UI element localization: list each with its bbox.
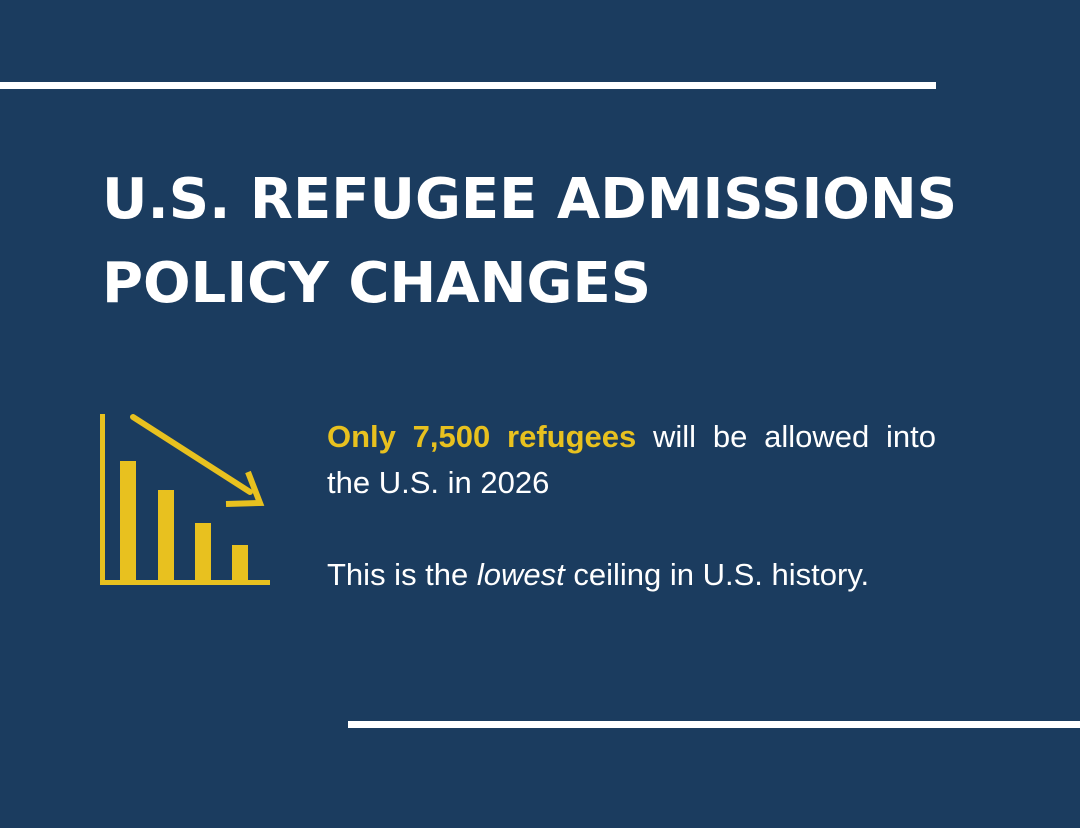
chart-bar-3	[195, 523, 211, 580]
chart-axis-x	[100, 580, 270, 585]
title-line-1: U.S. REFUGEE ADMISSIONS	[102, 167, 958, 232]
page-title: U.S. REFUGEE ADMISSIONS POLICY CHANGES	[102, 158, 1002, 326]
note-emphasis: lowest	[476, 557, 565, 592]
chart-trend-arrow-shaft	[130, 414, 253, 495]
note-before: This is the	[327, 557, 477, 592]
note-after: ceiling in U.S. history.	[564, 557, 870, 592]
statement-text: Only 7,500 refugees will be allowed into…	[327, 414, 936, 506]
statement-highlight: Only 7,500 refugees	[327, 419, 637, 454]
bottom-divider	[348, 721, 1080, 728]
top-divider	[0, 82, 936, 89]
chart-axis-y	[100, 414, 105, 585]
statement-rest: will be allowed into the U.S. in 2026	[327, 419, 936, 500]
title-line-2: POLICY CHANGES	[102, 251, 652, 316]
body-copy: Only 7,500 refugees will be allowed into…	[327, 414, 936, 598]
chart-bar-4	[232, 545, 248, 580]
chart-trend-arrow-head	[225, 470, 265, 507]
chart-bar-1	[120, 461, 136, 580]
note-text: This is the lowest ceiling in U.S. histo…	[327, 552, 936, 598]
declining-bar-chart-icon	[100, 414, 270, 585]
chart-bar-2	[158, 490, 174, 580]
